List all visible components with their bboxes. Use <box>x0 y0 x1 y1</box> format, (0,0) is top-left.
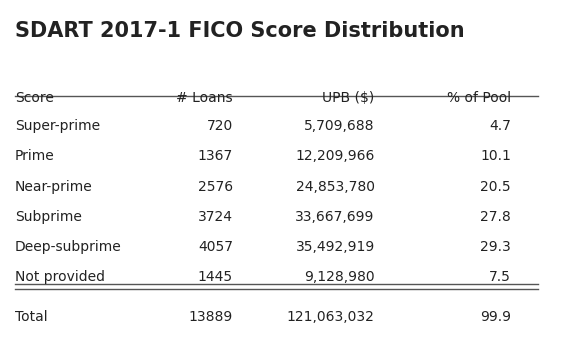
Text: 35,492,919: 35,492,919 <box>295 240 374 254</box>
Text: 5,709,688: 5,709,688 <box>304 119 374 133</box>
Text: Prime: Prime <box>15 149 55 163</box>
Text: 99.9: 99.9 <box>480 310 511 324</box>
Text: % of Pool: % of Pool <box>447 91 511 105</box>
Text: Total: Total <box>15 310 48 324</box>
Text: 13889: 13889 <box>189 310 233 324</box>
Text: Score: Score <box>15 91 54 105</box>
Text: Not provided: Not provided <box>15 270 105 284</box>
Text: 121,063,032: 121,063,032 <box>287 310 374 324</box>
Text: 4057: 4057 <box>198 240 233 254</box>
Text: 4.7: 4.7 <box>489 119 511 133</box>
Text: 2576: 2576 <box>198 180 233 194</box>
Text: Subprime: Subprime <box>15 210 82 224</box>
Text: 10.1: 10.1 <box>480 149 511 163</box>
Text: 3724: 3724 <box>198 210 233 224</box>
Text: Near-prime: Near-prime <box>15 180 93 194</box>
Text: 12,209,966: 12,209,966 <box>295 149 374 163</box>
Text: 1445: 1445 <box>198 270 233 284</box>
Text: 9,128,980: 9,128,980 <box>304 270 374 284</box>
Text: 24,853,780: 24,853,780 <box>296 180 374 194</box>
Text: UPB ($): UPB ($) <box>323 91 374 105</box>
Text: 20.5: 20.5 <box>481 180 511 194</box>
Text: 1367: 1367 <box>198 149 233 163</box>
Text: # Loans: # Loans <box>177 91 233 105</box>
Text: SDART 2017-1 FICO Score Distribution: SDART 2017-1 FICO Score Distribution <box>15 21 465 40</box>
Text: 27.8: 27.8 <box>481 210 511 224</box>
Text: Super-prime: Super-prime <box>15 119 100 133</box>
Text: 33,667,699: 33,667,699 <box>295 210 374 224</box>
Text: Deep-subprime: Deep-subprime <box>15 240 122 254</box>
Text: 29.3: 29.3 <box>481 240 511 254</box>
Text: 720: 720 <box>207 119 233 133</box>
Text: 7.5: 7.5 <box>489 270 511 284</box>
